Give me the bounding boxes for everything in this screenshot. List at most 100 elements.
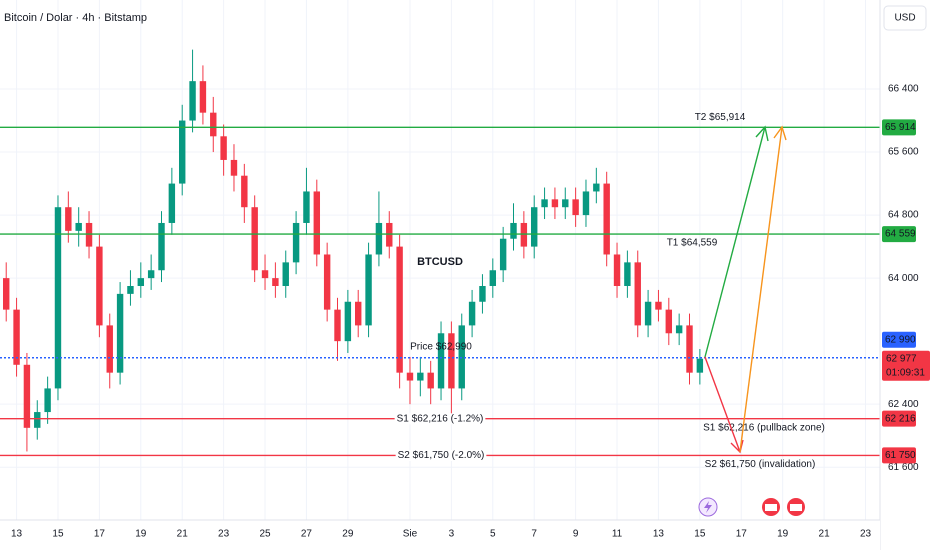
candle-body: [323, 254, 331, 310]
x-tick-label: 21: [177, 529, 189, 540]
candle-body: [96, 246, 103, 326]
x-tick-label: 27: [301, 529, 313, 540]
candle-body: [261, 270, 269, 279]
y-tick-label: 61 600: [888, 462, 919, 473]
candle-body: [520, 222, 528, 247]
y-tick-label: 64 800: [888, 210, 919, 221]
level-label: S1 $62,216 (-1.2%): [397, 413, 484, 424]
candle-body: [137, 278, 145, 286]
candle-body: [85, 222, 93, 247]
x-tick-label: 13: [653, 529, 665, 540]
arrow: [704, 356, 741, 453]
candle-body: [396, 246, 403, 373]
x-tick-label: 15: [52, 529, 64, 540]
candle-body: [303, 191, 310, 223]
candle-body: [241, 175, 248, 208]
candles: [3, 49, 704, 452]
price-tag-label: 62 990: [885, 334, 916, 345]
candle-body: [251, 207, 258, 271]
candle-body: [696, 358, 704, 373]
candle-body: [541, 199, 548, 208]
x-tick-label: 29: [342, 529, 354, 540]
candle-body: [313, 191, 321, 255]
y-tick-label: 64 000: [888, 273, 919, 284]
candle-body: [458, 325, 465, 389]
levels: T2 $65,914 T1 $64,559 Price $62,990 S1 $62,…: [0, 112, 880, 470]
candle-body: [417, 372, 424, 381]
candle-body: [158, 222, 165, 271]
x-tick-label: 3: [449, 529, 455, 540]
candle-body: [613, 254, 621, 286]
arrow: [704, 126, 766, 358]
x-tick-label: 5: [490, 529, 496, 540]
candle-body: [179, 120, 186, 184]
price-tag: [882, 410, 916, 427]
candle-body: [406, 372, 414, 381]
candle-body: [230, 159, 238, 176]
candle-body: [582, 191, 590, 216]
candle-body: [292, 222, 300, 263]
candle-body: [168, 183, 176, 223]
x-tick-label: 7: [531, 529, 537, 540]
price-tag-label: 62 216: [885, 413, 916, 424]
time-axis-panel: [0, 520, 880, 550]
candle-body: [531, 207, 538, 247]
arrow: [739, 126, 783, 453]
y-tick-label: 65 600: [888, 147, 919, 158]
candle-body: [510, 222, 517, 239]
projection-arrows: [704, 125, 787, 454]
candle-body: [375, 222, 383, 255]
x-tick-label: 11: [612, 529, 623, 540]
candle-body: [355, 301, 362, 326]
x-tick-label: 13: [11, 529, 23, 540]
candle-body: [272, 278, 279, 286]
x-tick-label: Sie: [403, 529, 418, 540]
price-tag: [882, 226, 916, 243]
candle-body: [44, 388, 51, 413]
currency[interactable]: USD: [894, 13, 915, 24]
candle-body: [13, 309, 20, 365]
x-tick-label: 19: [135, 529, 147, 540]
candle-body: [427, 372, 434, 389]
symbol-label: BTCUSD: [417, 256, 463, 268]
level-label: S2 $61,750 (invalidation): [705, 459, 816, 470]
candle-body: [386, 222, 393, 247]
candle-body: [34, 412, 41, 428]
candle-body: [499, 238, 507, 271]
x-tick-label: 15: [694, 529, 706, 540]
candle-body: [23, 364, 31, 428]
candle-body: [75, 222, 82, 231]
candle-body: [127, 286, 134, 294]
price-tag: [882, 447, 916, 464]
candle-body: [603, 183, 610, 255]
candle-body: [562, 199, 569, 208]
price-tag: [882, 331, 916, 348]
candle-body: [220, 136, 227, 160]
arrowhead: [755, 125, 769, 142]
candle-body: [479, 286, 486, 302]
arrowhead: [773, 125, 787, 141]
price-tag-label: 61 750: [885, 450, 916, 461]
flag-glyph: [765, 504, 777, 511]
candle-body: [116, 293, 124, 373]
candle-body: [106, 325, 113, 373]
price-tag-label: 65 914: [885, 122, 916, 133]
candle-body: [282, 262, 289, 286]
y-tick-label: 62 400: [888, 399, 919, 410]
candle-body: [448, 333, 455, 389]
candle-body: [437, 333, 445, 389]
last-price-label: 62 977: [886, 353, 917, 364]
x-tick-label: 21: [819, 529, 831, 540]
x-tick-label: 25: [259, 529, 271, 540]
level-label: Price $62,990: [410, 341, 472, 352]
candle-body: [489, 270, 497, 286]
x-tick-label: 23: [860, 529, 872, 540]
candle-body: [624, 262, 631, 286]
currency-button[interactable]: [883, 5, 927, 31]
chart-title: Bitcoin / Dolar · 4h · Bitstamp: [4, 12, 147, 24]
candle-body: [686, 325, 693, 373]
candle-body: [210, 112, 217, 137]
event-icon-glyph: [704, 501, 712, 513]
candle-body: [593, 183, 600, 192]
